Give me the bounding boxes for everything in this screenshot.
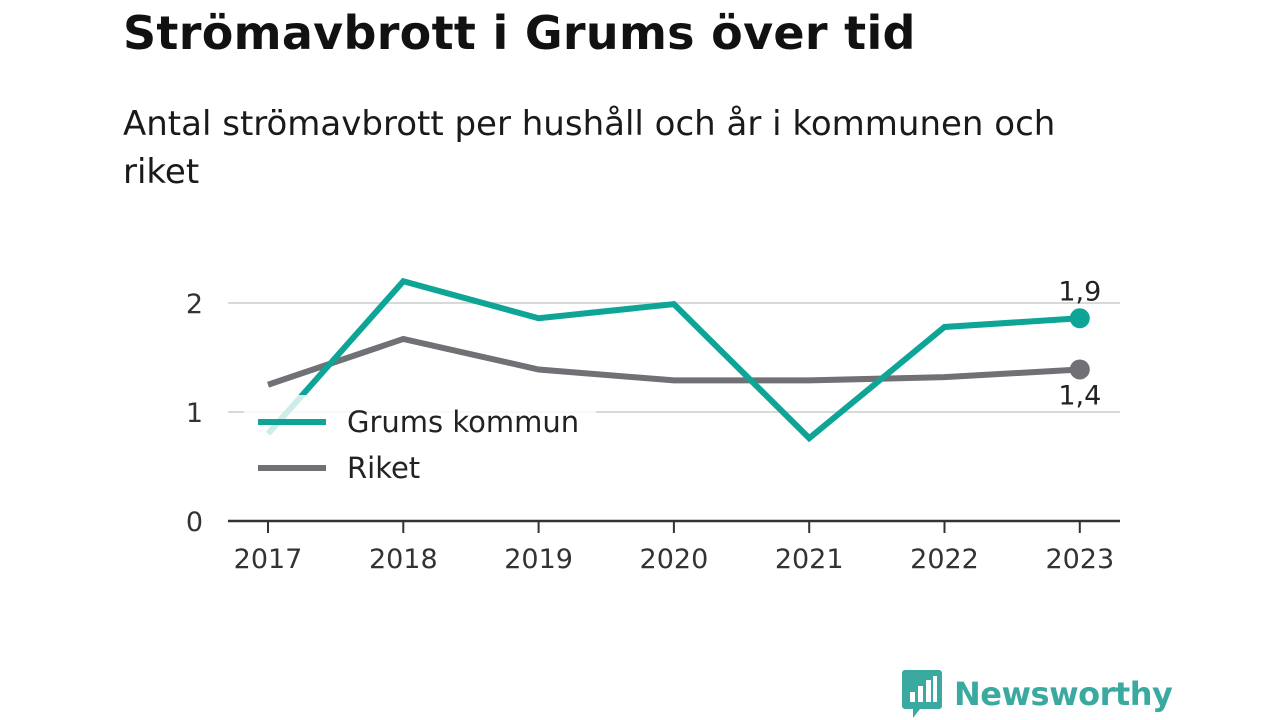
x-tick-label: 2022 bbox=[910, 544, 979, 575]
y-tick-label: 0 bbox=[186, 507, 203, 538]
series-end-point bbox=[1069, 308, 1090, 329]
x-tick-label: 2017 bbox=[234, 544, 303, 575]
end-value-label: 1,4 bbox=[1058, 380, 1101, 411]
x-tick-label: 2019 bbox=[504, 544, 573, 575]
brand-name: Newsworthy bbox=[954, 675, 1173, 713]
chart-subtitle: Antal strömavbrott per hushåll och år i … bbox=[123, 104, 1056, 192]
x-tick-label: 2021 bbox=[775, 544, 844, 575]
x-tick-label: 2018 bbox=[369, 544, 438, 575]
chart-title: Strömavbrott i Grums över tid bbox=[123, 6, 916, 60]
x-tick-label: 2023 bbox=[1045, 544, 1114, 575]
bar-chart-speech-bubble-icon bbox=[902, 670, 942, 718]
x-tick-label: 2020 bbox=[640, 544, 709, 575]
legend-label: Grums kommun bbox=[347, 405, 579, 439]
y-tick-label: 1 bbox=[186, 398, 203, 429]
legend-background bbox=[244, 395, 596, 498]
newsworthy-logo[interactable]: Newsworthy bbox=[902, 668, 1173, 720]
y-tick-label: 2 bbox=[186, 289, 203, 320]
legend-label: Riket bbox=[347, 451, 420, 485]
series-end-point bbox=[1069, 359, 1090, 380]
series-line-riket bbox=[267, 335, 1080, 388]
end-value-label: 1,9 bbox=[1058, 276, 1101, 307]
